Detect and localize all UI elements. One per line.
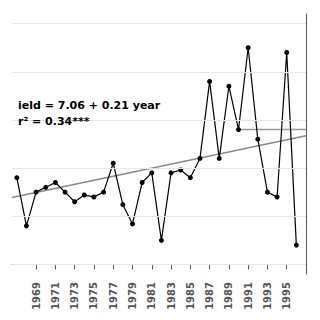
- svg-text:1979: 1979: [127, 282, 138, 310]
- svg-text:1975: 1975: [88, 282, 99, 310]
- svg-text:ield = 7.06 + 0.21 year: ield = 7.06 + 0.21 year: [18, 99, 161, 112]
- svg-text:1973: 1973: [69, 282, 80, 310]
- svg-text:1993: 1993: [262, 282, 273, 310]
- svg-text:1989: 1989: [223, 282, 234, 310]
- svg-text:1969: 1969: [31, 282, 42, 310]
- svg-text:1985: 1985: [185, 282, 196, 310]
- svg-text:r² = 0.34***: r² = 0.34***: [18, 115, 90, 128]
- svg-text:1991: 1991: [243, 282, 254, 310]
- svg-text:1995: 1995: [281, 282, 292, 310]
- svg-text:1983: 1983: [166, 282, 177, 310]
- svg-text:1981: 1981: [146, 282, 157, 310]
- svg-text:1987: 1987: [204, 282, 215, 310]
- svg-text:1971: 1971: [50, 282, 61, 310]
- svg-text:1977: 1977: [108, 282, 119, 310]
